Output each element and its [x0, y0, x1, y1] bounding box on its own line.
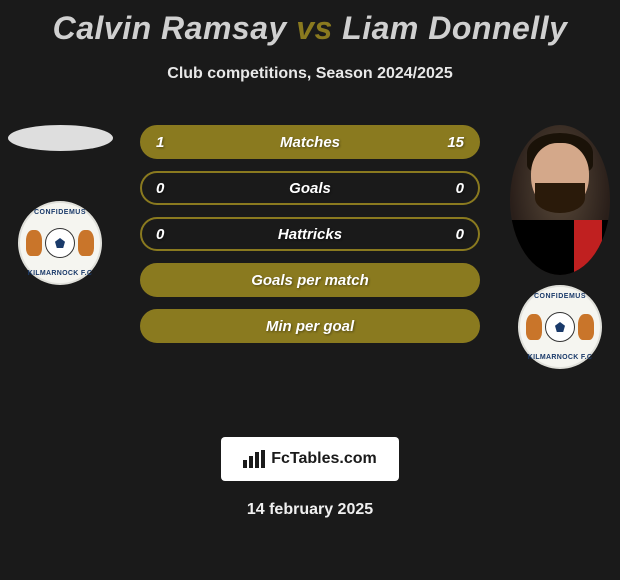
stat-label: Hattricks — [278, 226, 342, 243]
stat-value-left: 1 — [156, 134, 164, 151]
badge-top-text: CONFIDEMUS — [534, 293, 586, 300]
title-player-right: Liam Donnelly — [342, 10, 567, 46]
page-title: Calvin Ramsay vs Liam Donnelly — [0, 0, 620, 47]
stats-area: CONFIDEMUS KILMARNOCK F.C CONFIDEMUS KIL… — [0, 125, 620, 395]
club-badge-right: CONFIDEMUS KILMARNOCK F.C — [518, 285, 602, 369]
stat-label: Goals — [289, 180, 331, 197]
chart-icon — [243, 450, 265, 468]
badge-ball-icon — [45, 228, 75, 258]
stat-value-left: 0 — [156, 226, 164, 243]
stat-value-right: 15 — [447, 134, 464, 151]
stat-value-left: 0 — [156, 180, 164, 197]
badge-top-text: CONFIDEMUS — [34, 209, 86, 216]
stat-value-right: 0 — [456, 226, 464, 243]
badge-squirrel-icon — [526, 314, 542, 340]
right-player-column: CONFIDEMUS KILMARNOCK F.C — [510, 125, 610, 369]
stat-label: Goals per match — [251, 272, 369, 289]
subtitle: Club competitions, Season 2024/2025 — [0, 65, 620, 83]
footer-date: 14 february 2025 — [0, 501, 620, 519]
badge-squirrel-icon — [26, 230, 42, 256]
badge-ball-icon — [545, 312, 575, 342]
badge-squirrel-icon — [78, 230, 94, 256]
club-badge-left: CONFIDEMUS KILMARNOCK F.C — [18, 201, 102, 285]
title-player-left: Calvin Ramsay — [53, 10, 287, 46]
player-photo-right — [510, 125, 610, 275]
stat-label: Min per goal — [266, 318, 354, 335]
badge-squirrel-icon — [578, 314, 594, 340]
brand-badge: FcTables.com — [221, 437, 399, 481]
badge-bottom-text: KILMARNOCK F.C — [528, 354, 592, 361]
stat-bar-goals-per-match: Goals per match — [140, 263, 480, 297]
player-photo-left-placeholder — [8, 125, 113, 151]
stat-bar-min-per-goal: Min per goal — [140, 309, 480, 343]
stat-bar-goals: 0 Goals 0 — [140, 171, 480, 205]
badge-bottom-text: KILMARNOCK F.C — [28, 270, 92, 277]
stat-label: Matches — [280, 134, 340, 151]
stat-value-right: 0 — [456, 180, 464, 197]
brand-text: FcTables.com — [271, 450, 377, 468]
stat-bar-hattricks: 0 Hattricks 0 — [140, 217, 480, 251]
title-vs: vs — [296, 10, 333, 46]
stat-bar-matches: 1 Matches 15 — [140, 125, 480, 159]
stat-bars: 1 Matches 15 0 Goals 0 0 Hattricks 0 Goa… — [140, 125, 480, 343]
left-player-column: CONFIDEMUS KILMARNOCK F.C — [10, 125, 110, 285]
